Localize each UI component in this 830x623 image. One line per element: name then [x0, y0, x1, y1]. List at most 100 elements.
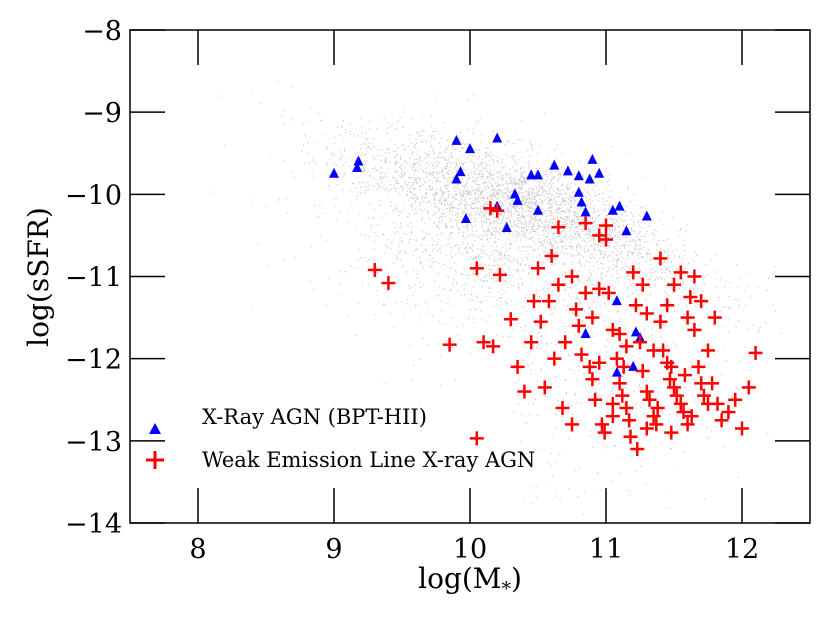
weak-emission-point — [650, 400, 665, 415]
weak-emission-point — [476, 335, 491, 350]
weak-emission-point — [623, 429, 638, 444]
weak-emission-point — [653, 251, 668, 266]
weak-emission-point — [555, 400, 570, 415]
y-tick-label: −8 — [82, 16, 122, 47]
weak-emission-point — [622, 413, 637, 428]
weak-emission-point — [707, 310, 722, 325]
weak-emission-point — [469, 431, 484, 446]
weak-emission-point — [612, 327, 627, 342]
weak-emission-point — [635, 363, 650, 378]
xray-agn-point — [451, 173, 462, 184]
xray-agn-point — [580, 206, 591, 217]
xray-agn-point — [576, 196, 587, 207]
weak-emission-point — [367, 262, 382, 277]
series-weak-emission-line-xray-agn — [367, 201, 763, 457]
weak-emission-point — [551, 220, 566, 235]
xray-agn-point — [573, 170, 584, 181]
weak-emission-point — [721, 405, 736, 420]
weak-emission-point — [639, 384, 654, 399]
weak-emission-point — [735, 421, 749, 436]
weak-emission-point — [381, 276, 396, 291]
weak-emission-point — [599, 218, 613, 233]
weak-emission-point — [609, 351, 624, 366]
xray-agn-point — [584, 173, 595, 184]
x-axis-title: log(M*) — [418, 562, 522, 600]
xray-agn-point — [526, 169, 537, 180]
xray-agn-point — [562, 165, 573, 176]
xray-agn-point — [573, 186, 584, 197]
y-tick-label: −14 — [65, 509, 122, 540]
weak-emission-point — [626, 265, 641, 280]
xray-agn-point — [628, 360, 639, 371]
weak-emission-point — [541, 294, 556, 309]
xray-agn-point — [607, 204, 618, 215]
y-tick-label: −9 — [82, 98, 122, 129]
weak-emission-point — [628, 298, 643, 313]
weak-emission-point — [616, 359, 631, 374]
weak-emission-point — [635, 277, 650, 292]
weak-emission-point — [599, 232, 613, 247]
xray-agn-point — [594, 167, 605, 178]
weak-emission-point — [667, 380, 681, 395]
weak-emission-point — [551, 277, 566, 292]
weak-emission-point — [469, 261, 484, 276]
weak-emission-point — [510, 359, 525, 374]
xray-agn-point — [533, 169, 543, 180]
weak-emission-point — [673, 265, 688, 280]
x-axis-title-close: ) — [511, 562, 522, 595]
x-tick-label: 8 — [189, 534, 206, 565]
weak-emission-point — [630, 442, 645, 457]
y-tick-label: −12 — [65, 345, 122, 376]
weak-emission-point — [483, 201, 498, 216]
weak-emission-point — [646, 343, 661, 358]
weak-emission-point — [571, 318, 586, 333]
x-tick-label: 10 — [453, 534, 487, 565]
weak-emission-point — [490, 203, 505, 218]
y-tick-label: −11 — [65, 263, 122, 294]
y-tick-label: −13 — [65, 427, 122, 458]
weak-emission-point — [684, 409, 699, 424]
weak-emission-point — [565, 269, 579, 284]
weak-emission-point — [558, 335, 573, 350]
weak-emission-point — [605, 409, 620, 424]
weak-emission-point — [660, 298, 675, 313]
xray-agn-point — [501, 222, 512, 233]
weak-emission-point — [597, 425, 612, 440]
weak-emission-point — [683, 290, 698, 305]
weak-emission-point — [619, 339, 634, 354]
weak-emission-point — [691, 359, 706, 374]
xray-agn-point — [641, 210, 652, 221]
weak-emission-point — [442, 337, 457, 352]
legend-marker-triangle — [149, 423, 161, 434]
xray-agn-point — [580, 328, 591, 339]
xray-agn-point — [460, 212, 471, 223]
weak-emission-point — [649, 417, 664, 432]
xray-agn-point — [353, 155, 364, 166]
weak-emission-point — [592, 355, 607, 370]
weak-emission-point — [639, 421, 654, 436]
x-tick-label: 9 — [325, 534, 342, 565]
weak-emission-point — [633, 335, 647, 350]
weak-emission-point — [676, 405, 691, 420]
xray-agn-point — [451, 134, 462, 145]
weak-emission-point — [503, 312, 518, 327]
weak-emission-point — [526, 294, 541, 309]
weak-emission-point — [653, 314, 668, 329]
weak-emission-point — [741, 380, 756, 395]
weak-emission-point — [619, 400, 634, 415]
weak-emission-point — [701, 396, 715, 411]
weak-emission-point — [664, 359, 679, 374]
axis-ticks: 8 9 10 11 12 −14 −13 −12 −11 −10 −9 −8 — [65, 16, 810, 565]
weak-emission-point — [696, 388, 711, 403]
weak-emission-point — [537, 380, 552, 395]
weak-emission-point — [615, 388, 630, 403]
weak-emission-point — [714, 413, 729, 428]
weak-emission-point — [601, 285, 616, 300]
weak-emission-point — [588, 392, 603, 407]
y-tick-label: −10 — [65, 180, 122, 211]
weak-emission-point — [669, 388, 684, 403]
weak-emission-point — [517, 384, 532, 399]
weak-emission-point — [705, 376, 720, 391]
weak-emission-point — [680, 310, 695, 325]
